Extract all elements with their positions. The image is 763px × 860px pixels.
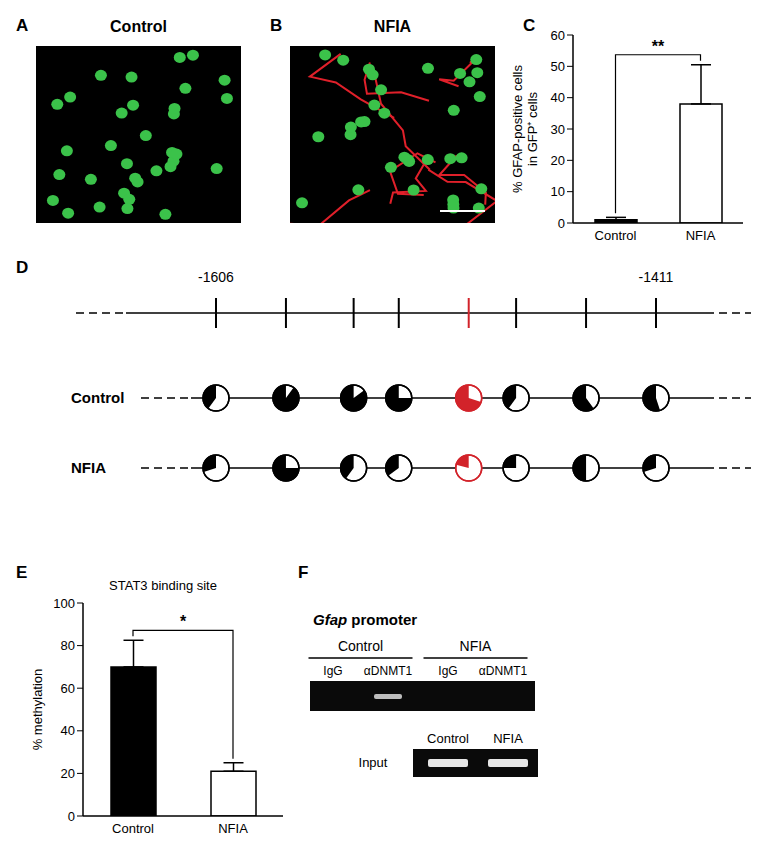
svg-text:0: 0 (68, 809, 75, 824)
svg-text:20: 20 (61, 766, 75, 781)
html-text:E: E (16, 563, 28, 582)
svg-text:40: 40 (61, 723, 75, 738)
svg-text:100: 100 (53, 596, 75, 611)
svg-text:Control: Control (112, 821, 154, 836)
svg-text:NFIA: NFIA (218, 821, 248, 836)
html-text:B: B (270, 16, 283, 35)
svg-text:NFIA: NFIA (493, 731, 523, 746)
svg-text:Control: Control (71, 389, 124, 406)
svg-text:10: 10 (551, 184, 565, 199)
svg-text:Control: Control (338, 638, 383, 654)
svg-text:Control: Control (427, 731, 469, 746)
svg-text:NFIA: NFIA (71, 459, 106, 476)
svg-text:-1606: -1606 (198, 269, 234, 285)
html-text:D: D (16, 258, 29, 277)
html-text:C: C (523, 16, 536, 35)
svg-text:50: 50 (551, 59, 565, 74)
svg-text:Input: Input (359, 755, 388, 770)
svg-text:IgG: IgG (438, 664, 457, 678)
svg-text:Gfap promoter: Gfap promoter (313, 611, 417, 628)
svg-text:in GFP⁺ cells: in GFP⁺ cells (525, 91, 540, 166)
svg-text:30: 30 (551, 122, 565, 137)
svg-text:Control: Control (595, 228, 637, 243)
svg-text:40: 40 (551, 90, 565, 105)
svg-text:**: ** (652, 38, 665, 55)
svg-text:% GFAP-positive cells: % GFAP-positive cells (510, 65, 525, 193)
html-text:Control: Control (110, 18, 167, 35)
svg-text:IgG: IgG (323, 664, 342, 678)
svg-text:80: 80 (61, 638, 75, 653)
svg-text:STAT3 binding site: STAT3 binding site (109, 578, 217, 593)
svg-text:NFIA: NFIA (686, 228, 716, 243)
svg-text:% methylation: % methylation (30, 669, 45, 751)
svg-text:NFIA: NFIA (460, 638, 493, 654)
svg-text:αDNMT1: αDNMT1 (364, 664, 413, 678)
svg-text:*: * (180, 613, 187, 630)
svg-text:20: 20 (551, 153, 565, 168)
svg-text:0: 0 (558, 216, 565, 231)
svg-text:αDNMT1: αDNMT1 (479, 664, 528, 678)
html-text:F: F (298, 563, 309, 582)
html-text:NFIA: NFIA (373, 18, 412, 35)
svg-text:60: 60 (61, 681, 75, 696)
svg-text:-1411: -1411 (639, 269, 674, 285)
svg-text:60: 60 (551, 28, 565, 43)
html-text:A: A (16, 16, 29, 35)
